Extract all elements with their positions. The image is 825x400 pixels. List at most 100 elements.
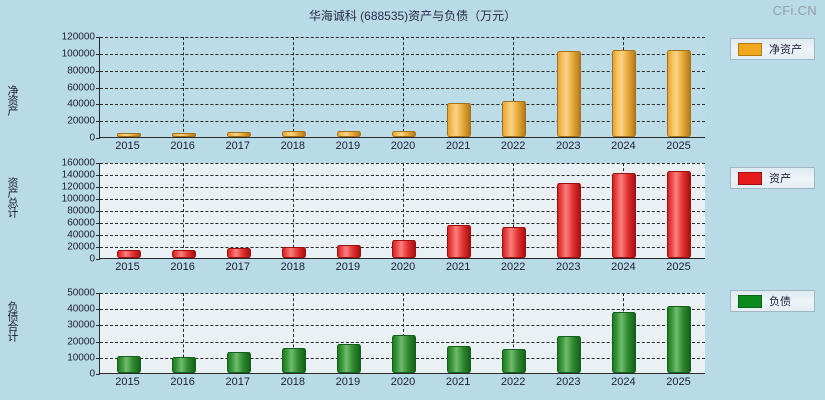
panel-total-liabilities: 负债合计 0 10000 20000 30000 40000 50000 2015 2016 2… — [0, 285, 825, 395]
gridline-vertical — [513, 163, 515, 258]
bar-2025[interactable] — [667, 50, 692, 137]
y-axis-tick-label: 100000 — [61, 193, 95, 205]
bar-2019[interactable] — [336, 130, 361, 137]
y-axis-tick-label: 60000 — [67, 217, 95, 229]
x-axis-tick-label: 2015 — [115, 140, 140, 152]
y-axis-tick-label: 50000 — [67, 287, 95, 299]
gridline-horizontal — [100, 175, 705, 176]
y-axis-tick-label: 120000 — [61, 181, 95, 193]
gridline-horizontal — [100, 293, 705, 294]
bar-2024[interactable] — [612, 311, 637, 373]
bar-2020[interactable] — [392, 130, 416, 137]
bar-2023[interactable] — [557, 182, 582, 258]
legend-net-assets[interactable]: 净资产 — [730, 38, 815, 60]
legend-swatch-liabilities — [738, 294, 762, 308]
x-axis-tick-label: 2015 — [115, 376, 140, 388]
x-axis-tick-label: 2021 — [445, 376, 471, 388]
x-axis-tick-label: 2024 — [611, 261, 636, 273]
x-axis-tick-label: 2021 — [445, 140, 471, 152]
x-axis-tick-label: 2023 — [556, 140, 581, 152]
y-axis-tick-mark — [96, 199, 100, 200]
bar-2023[interactable] — [557, 50, 582, 137]
legend-label-net-assets: 净资产 — [769, 44, 802, 56]
legend-liabilities[interactable]: 负债 — [730, 290, 815, 312]
legend-assets[interactable]: 资产 — [730, 167, 815, 189]
bar-2022[interactable] — [502, 349, 527, 373]
bar-2025[interactable] — [667, 170, 692, 258]
y-axis-tick-mark — [96, 87, 100, 89]
bar-2017[interactable] — [226, 351, 251, 373]
y-axis-tick-mark — [96, 37, 100, 38]
gridline-vertical — [182, 163, 184, 258]
y-axis-tick-mark — [96, 187, 100, 188]
bar-2021[interactable] — [447, 225, 472, 258]
y-axis-tick-label: 40000 — [67, 229, 95, 241]
bar-2018[interactable] — [281, 348, 306, 373]
x-axis-tick-label: 2022 — [500, 376, 526, 388]
x-axis-tick-label: 2020 — [390, 140, 416, 152]
y-axis-tick-label: 80000 — [67, 205, 95, 217]
axis-title-total-assets: 资产总计 — [6, 177, 18, 217]
y-axis-tick-label: 80000 — [67, 65, 95, 77]
gridline-horizontal — [100, 325, 705, 327]
gridline-horizontal — [100, 104, 705, 106]
bar-2025[interactable] — [667, 306, 692, 373]
bar-2019[interactable] — [336, 344, 361, 373]
y-axis-tick-label: 40000 — [67, 303, 95, 315]
bar-2021[interactable] — [447, 345, 472, 373]
gridline-horizontal — [100, 235, 705, 236]
x-axis-tick-label: 2019 — [335, 140, 361, 152]
gridline-vertical — [513, 293, 515, 373]
x-axis-tick-label: 2018 — [280, 140, 306, 152]
bar-2020[interactable] — [392, 240, 416, 258]
bar-2018[interactable] — [281, 247, 306, 258]
bar-2016[interactable] — [171, 132, 196, 137]
legend-label-liabilities: 负债 — [769, 296, 791, 308]
bar-2015[interactable] — [116, 250, 141, 258]
bar-2022[interactable] — [502, 101, 527, 137]
gridline-horizontal — [100, 87, 705, 89]
gridline-horizontal — [100, 309, 705, 311]
y-axis-tick-mark — [96, 247, 100, 248]
y-axis-tick-label: 140000 — [61, 169, 95, 181]
gridline-vertical — [292, 163, 294, 258]
y-axis-tick-mark — [96, 53, 100, 55]
bar-2019[interactable] — [336, 244, 361, 258]
gridline-vertical — [513, 37, 515, 137]
x-axis-tick-label: 2022 — [500, 140, 526, 152]
y-axis-tick-mark — [96, 293, 100, 294]
y-axis-tick-label: 0 — [89, 253, 95, 265]
y-axis-tick-label: 20000 — [67, 115, 95, 127]
x-axis-tick-label: 2018 — [280, 376, 306, 388]
bar-2020[interactable] — [392, 335, 416, 373]
bar-2017[interactable] — [226, 248, 251, 258]
y-axis-tick-label: 0 — [89, 132, 95, 144]
panel-total-assets: 资产总计 0 20000 40000 60000 80000 100000 120000 14… — [0, 155, 825, 275]
bar-2015[interactable] — [116, 356, 141, 373]
watermark-label: CFi.CN — [772, 3, 817, 18]
y-axis-tick-mark — [96, 175, 100, 176]
plot-area-net-assets: 0 20000 40000 60000 80000 100000 120000 2015 201… — [62, 32, 705, 152]
plot-area-total-assets: 0 20000 40000 60000 80000 100000 120000 140000 1… — [62, 158, 705, 273]
gridline-vertical — [292, 293, 294, 373]
bar-2016[interactable] — [171, 250, 196, 258]
y-axis-tick-mark — [96, 341, 100, 343]
y-axis-tick-label: 160000 — [61, 157, 95, 169]
gridline-vertical — [403, 37, 404, 137]
x-axis-tick-label: 2024 — [611, 376, 636, 388]
bar-2024[interactable] — [612, 173, 637, 258]
bar-2017[interactable] — [226, 132, 251, 137]
axis-title-net-assets: 净资产 — [6, 85, 18, 115]
x-axis-tick-label: 2025 — [666, 376, 691, 388]
bar-2015[interactable] — [116, 133, 141, 137]
bar-2016[interactable] — [171, 356, 196, 373]
bar-2023[interactable] — [557, 336, 582, 373]
x-axis-tick-label: 2024 — [611, 140, 636, 152]
bar-2018[interactable] — [281, 131, 306, 137]
gridline-vertical — [403, 163, 404, 258]
bar-2021[interactable] — [447, 103, 472, 137]
bar-2022[interactable] — [502, 226, 527, 258]
y-axis-tick-mark — [96, 121, 100, 123]
bar-2024[interactable] — [612, 50, 637, 137]
